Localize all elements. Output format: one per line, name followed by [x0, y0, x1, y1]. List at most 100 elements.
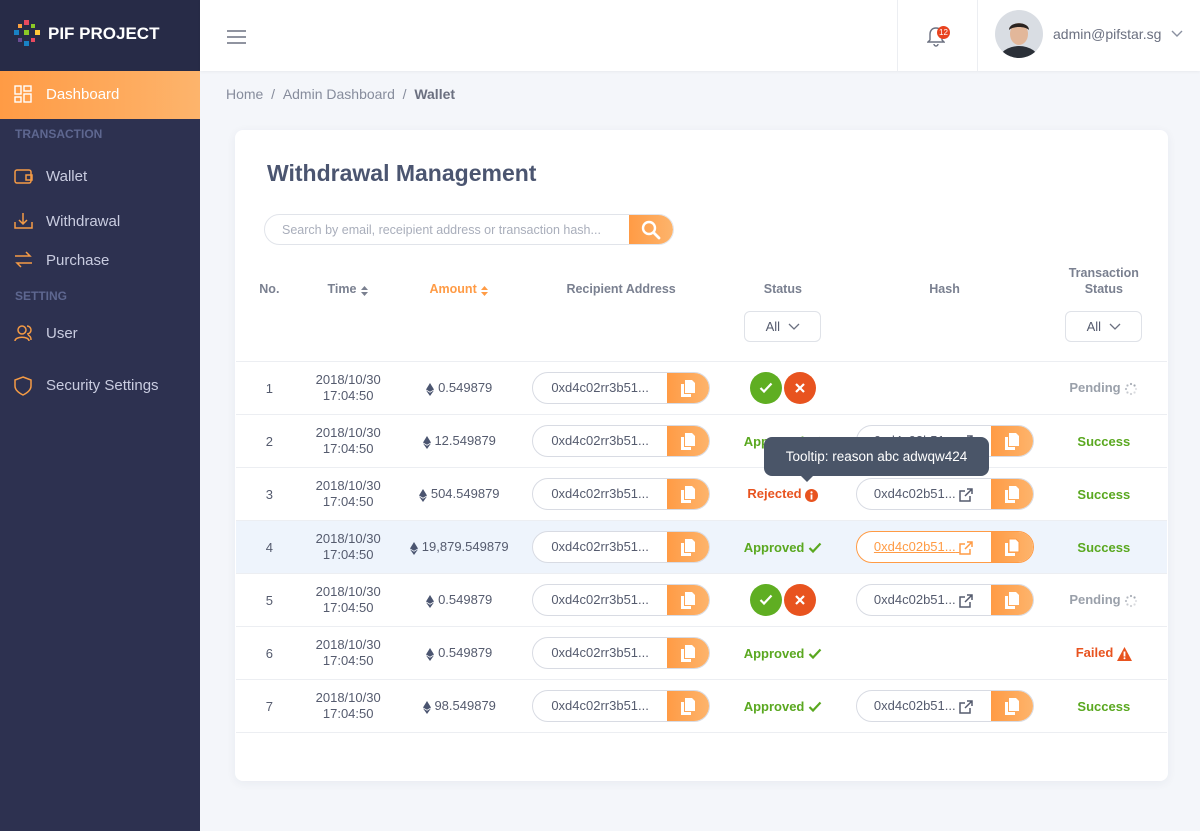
copy-button[interactable]	[667, 691, 710, 721]
header-label: Status	[717, 265, 848, 297]
hash-link[interactable]: 0xd4c02b51...	[857, 532, 991, 562]
search-box[interactable]: Search by email, receipient address or t…	[264, 214, 674, 245]
brand-bar: PIF PROJECT	[0, 0, 200, 71]
copy-icon	[681, 486, 696, 503]
header-text: Transaction Status	[1068, 266, 1139, 296]
tx-status-cell: Success	[1040, 414, 1167, 468]
time-cell: 2018/10/30 17:04:50	[302, 361, 394, 415]
header-label[interactable]: Amount	[394, 265, 525, 297]
user-email[interactable]: admin@pifstar.sg	[1053, 26, 1162, 42]
address-pill: 0xd4c02rr3b51...	[532, 372, 711, 404]
hash-link[interactable]: 0xd4c02b51...	[857, 585, 991, 615]
icon	[15, 251, 32, 268]
nav-item[interactable]: Wallet	[46, 168, 88, 185]
topbar	[200, 0, 1200, 71]
avatar[interactable]	[995, 10, 1043, 58]
table-row: 1 2018/10/30 17:04:50 0.549879 0xd4c02rr3b5…	[236, 361, 1167, 415]
time-cell: 2018/10/30 17:04:50	[302, 520, 394, 574]
chevron[interactable]	[1171, 30, 1183, 38]
hash-link[interactable]: 0xd4c02b51...	[857, 479, 991, 509]
x-icon	[795, 595, 805, 605]
crumb[interactable]: Admin Dashboard	[282, 86, 395, 102]
hash: 0xd4c02b51...	[873, 698, 956, 713]
copy-icon	[681, 698, 696, 715]
approve-button[interactable]	[749, 372, 782, 404]
copy-button[interactable]	[990, 479, 1033, 509]
time: 17:04:50	[322, 600, 374, 615]
tx-status-cell: Success	[1040, 467, 1167, 521]
external-icon	[959, 699, 973, 714]
address-cell: 0xd4c02rr3b51...	[525, 573, 718, 627]
reject-button[interactable]	[783, 584, 816, 616]
hash: 0xd4c02b51...	[873, 486, 956, 501]
row-number: 5	[236, 573, 303, 627]
copy-button[interactable]	[667, 532, 710, 562]
copy-button[interactable]	[990, 426, 1033, 456]
external-icon	[959, 540, 973, 555]
hash-cell: 0xd4c02b51...	[848, 573, 1041, 627]
tx-status: Pending	[1069, 380, 1121, 396]
nav-item[interactable]: Withdrawal	[46, 213, 121, 230]
menu-button[interactable]	[227, 30, 246, 44]
info-icon	[805, 488, 819, 502]
address: 0xd4c02rr3b51...	[551, 380, 649, 395]
warning-icon	[1116, 646, 1132, 661]
external-icon	[959, 593, 973, 608]
tx-status: Failed	[1075, 645, 1114, 661]
search-button[interactable]	[629, 215, 673, 244]
reject-button[interactable]	[783, 372, 816, 404]
chevron	[1109, 323, 1121, 330]
hash-cell	[848, 361, 1041, 415]
filter-dropdown[interactable]: All	[1065, 311, 1143, 342]
address-cell: 0xd4c02rr3b51...	[525, 679, 718, 733]
amount-cell: 12.549879	[393, 414, 526, 468]
hash-link[interactable]: 0xd4c02b51...	[857, 691, 991, 721]
nav-item-active[interactable]: Dashboard	[0, 71, 200, 119]
tx-status-cell: Success	[1040, 679, 1167, 733]
spinner-icon	[1125, 382, 1138, 395]
section-title: SETTING	[15, 289, 68, 303]
eth-icon	[426, 382, 435, 396]
status: Rejected	[747, 486, 802, 502]
header-text: Hash	[929, 282, 960, 296]
filter-dropdown[interactable]: All	[744, 311, 822, 342]
status: Approved	[743, 698, 805, 714]
address: 0xd4c02rr3b51...	[551, 645, 649, 660]
row-number: 6	[236, 626, 303, 680]
approve-button[interactable]	[749, 584, 782, 616]
header-text: Status	[763, 282, 802, 296]
copy-icon	[681, 645, 696, 662]
header-label[interactable]: Time	[303, 265, 394, 297]
copy-button[interactable]	[667, 585, 710, 615]
tx-status: Success	[1077, 698, 1131, 714]
check-icon	[808, 701, 822, 713]
card: Withdrawal Management Search by email, r…	[235, 130, 1168, 781]
amount: 98.549879	[434, 698, 496, 714]
divider	[897, 0, 898, 71]
copy-button[interactable]	[667, 373, 710, 403]
search-placeholder: Search by email, receipient address or t…	[282, 223, 601, 237]
sort-icon	[360, 286, 368, 296]
column-header: No.	[236, 265, 303, 362]
address: 0xd4c02rr3b51...	[551, 698, 649, 713]
tooltip: Tooltip: reason abc adwqw424	[764, 437, 989, 482]
address-pill: 0xd4c02rr3b51...	[532, 584, 711, 616]
nav-item[interactable]: User	[46, 325, 78, 342]
status-cell: Approved	[717, 520, 849, 574]
copy-icon	[681, 433, 696, 450]
copy-button[interactable]	[990, 691, 1033, 721]
eth-icon	[426, 647, 435, 661]
copy-button[interactable]	[667, 479, 710, 509]
copy-button[interactable]	[667, 426, 710, 456]
tx-status: Success	[1077, 433, 1131, 449]
column-header: Status All	[717, 265, 848, 362]
copy-button[interactable]	[990, 532, 1033, 562]
nav-item[interactable]: Purchase	[46, 252, 110, 269]
copy-button[interactable]	[990, 585, 1033, 615]
copy-button[interactable]	[667, 638, 710, 668]
nav-item[interactable]: Security Settings	[46, 377, 159, 394]
crumb-current: Wallet	[414, 86, 456, 102]
tx-status: Success	[1077, 539, 1131, 555]
crumb[interactable]: Home	[226, 86, 264, 102]
hash-cell: 0xd4c02b51...	[848, 679, 1041, 733]
